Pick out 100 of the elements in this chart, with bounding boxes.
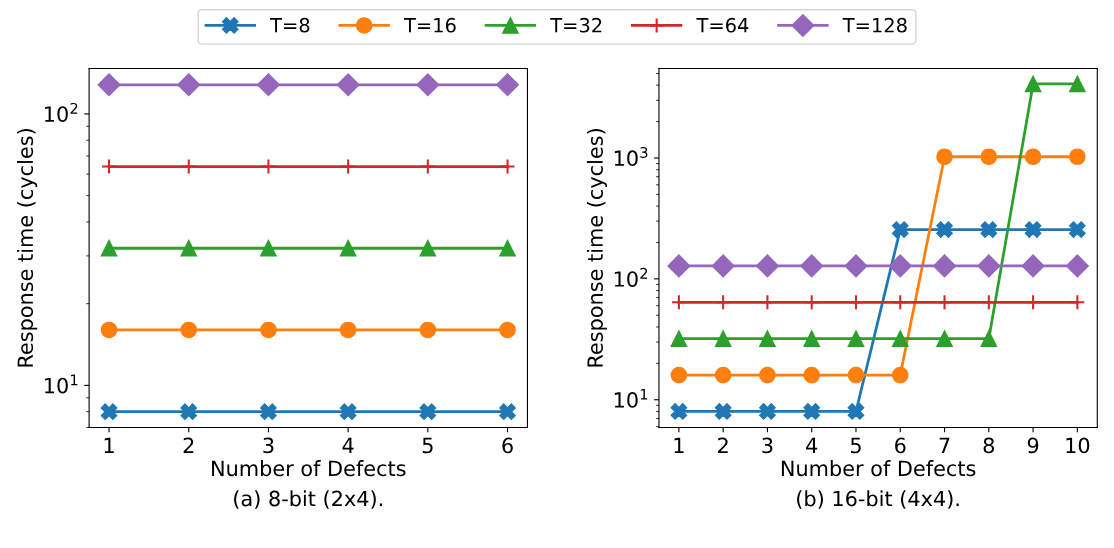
legend-label: T=16 (403, 17, 456, 33)
point (980, 148, 998, 166)
point (936, 330, 953, 348)
point (933, 254, 957, 278)
point (888, 254, 912, 278)
point (180, 403, 198, 421)
point (848, 294, 864, 311)
y-tick-label: 10$^{1}$ (45, 374, 78, 394)
point (339, 239, 357, 257)
point (1069, 294, 1086, 311)
y-tick-label: 10$^{3}$ (614, 146, 648, 167)
point (340, 158, 357, 175)
point (1024, 148, 1042, 166)
point (759, 403, 776, 420)
point (416, 73, 440, 97)
point (759, 366, 776, 384)
y-axis-title: Response time (cycles) (17, 129, 38, 367)
x-tick-label: 2 (718, 437, 728, 453)
x-tick-label: 7 (939, 437, 950, 453)
x-tick-label: 5 (850, 437, 861, 454)
point (1069, 75, 1086, 93)
y-axis-title: Response time (cycles) (586, 129, 608, 367)
point (180, 158, 197, 175)
point (891, 330, 909, 348)
point (97, 73, 121, 97)
x-tick-label: 2 (183, 437, 194, 453)
y-tick-label: 10$^{1}$ (614, 388, 648, 408)
point (100, 239, 118, 257)
y-tick-label: 10$^{2}$ (614, 267, 648, 287)
point (847, 403, 865, 420)
point (715, 294, 732, 311)
point (892, 294, 909, 311)
point (714, 366, 732, 384)
point (496, 73, 520, 97)
point (711, 254, 735, 278)
point (260, 321, 277, 339)
legend-label: T=32 (550, 17, 602, 33)
point (499, 403, 516, 421)
x-tick-label: 1 (104, 437, 114, 453)
y-tick-label: 10$^{2}$ (45, 102, 78, 122)
x-tick-label: 4 (806, 437, 818, 453)
point (936, 221, 953, 238)
point (260, 158, 277, 175)
x-tick-label: 9 (1027, 437, 1039, 454)
point (980, 330, 998, 348)
point (891, 221, 909, 238)
point (759, 294, 776, 311)
point (803, 294, 820, 311)
point (339, 403, 357, 421)
point (936, 294, 953, 311)
x-tick-label: 10 (1066, 437, 1090, 454)
point (256, 73, 280, 97)
point (800, 254, 824, 278)
point (847, 330, 865, 348)
point (100, 403, 118, 421)
x-tick-label: 5 (422, 437, 433, 454)
point (977, 254, 1001, 278)
point (177, 73, 201, 97)
point (670, 330, 688, 348)
point (1025, 294, 1042, 311)
point (803, 366, 821, 384)
point (1065, 254, 1089, 278)
point (803, 403, 821, 420)
point (499, 239, 516, 257)
x-tick-label: 6 (895, 437, 906, 454)
legend-label: T=128 (842, 17, 907, 33)
point (180, 239, 198, 257)
x-tick-label: 6 (502, 437, 513, 454)
point (980, 294, 997, 311)
point (419, 239, 437, 257)
point (180, 321, 198, 339)
point (714, 403, 732, 420)
point (670, 294, 687, 311)
text: (b) 16-bit (4x4). (797, 490, 959, 509)
point (670, 403, 688, 420)
point (670, 366, 688, 384)
point (1069, 221, 1086, 238)
point (667, 254, 691, 278)
point (891, 366, 909, 384)
point (499, 158, 516, 175)
x-tick-label: 3 (762, 437, 773, 454)
point (339, 321, 357, 339)
x-tick-label: 4 (342, 437, 354, 453)
legend-label: T=64 (696, 17, 749, 33)
point (936, 148, 953, 166)
text: (a) 8-bit (2x4). (234, 490, 383, 509)
point (844, 254, 868, 278)
point (419, 403, 437, 421)
point (499, 321, 516, 339)
point (759, 330, 776, 348)
point (803, 330, 821, 348)
x-tick-label: 1 (674, 437, 684, 453)
point (100, 321, 118, 339)
x-tick-label: 3 (263, 437, 274, 454)
x-axis-title: Number of Defects (212, 460, 406, 477)
legend-label: T=8 (270, 17, 310, 33)
point (419, 321, 437, 339)
point (755, 254, 779, 278)
point (980, 221, 998, 238)
point (336, 73, 360, 97)
